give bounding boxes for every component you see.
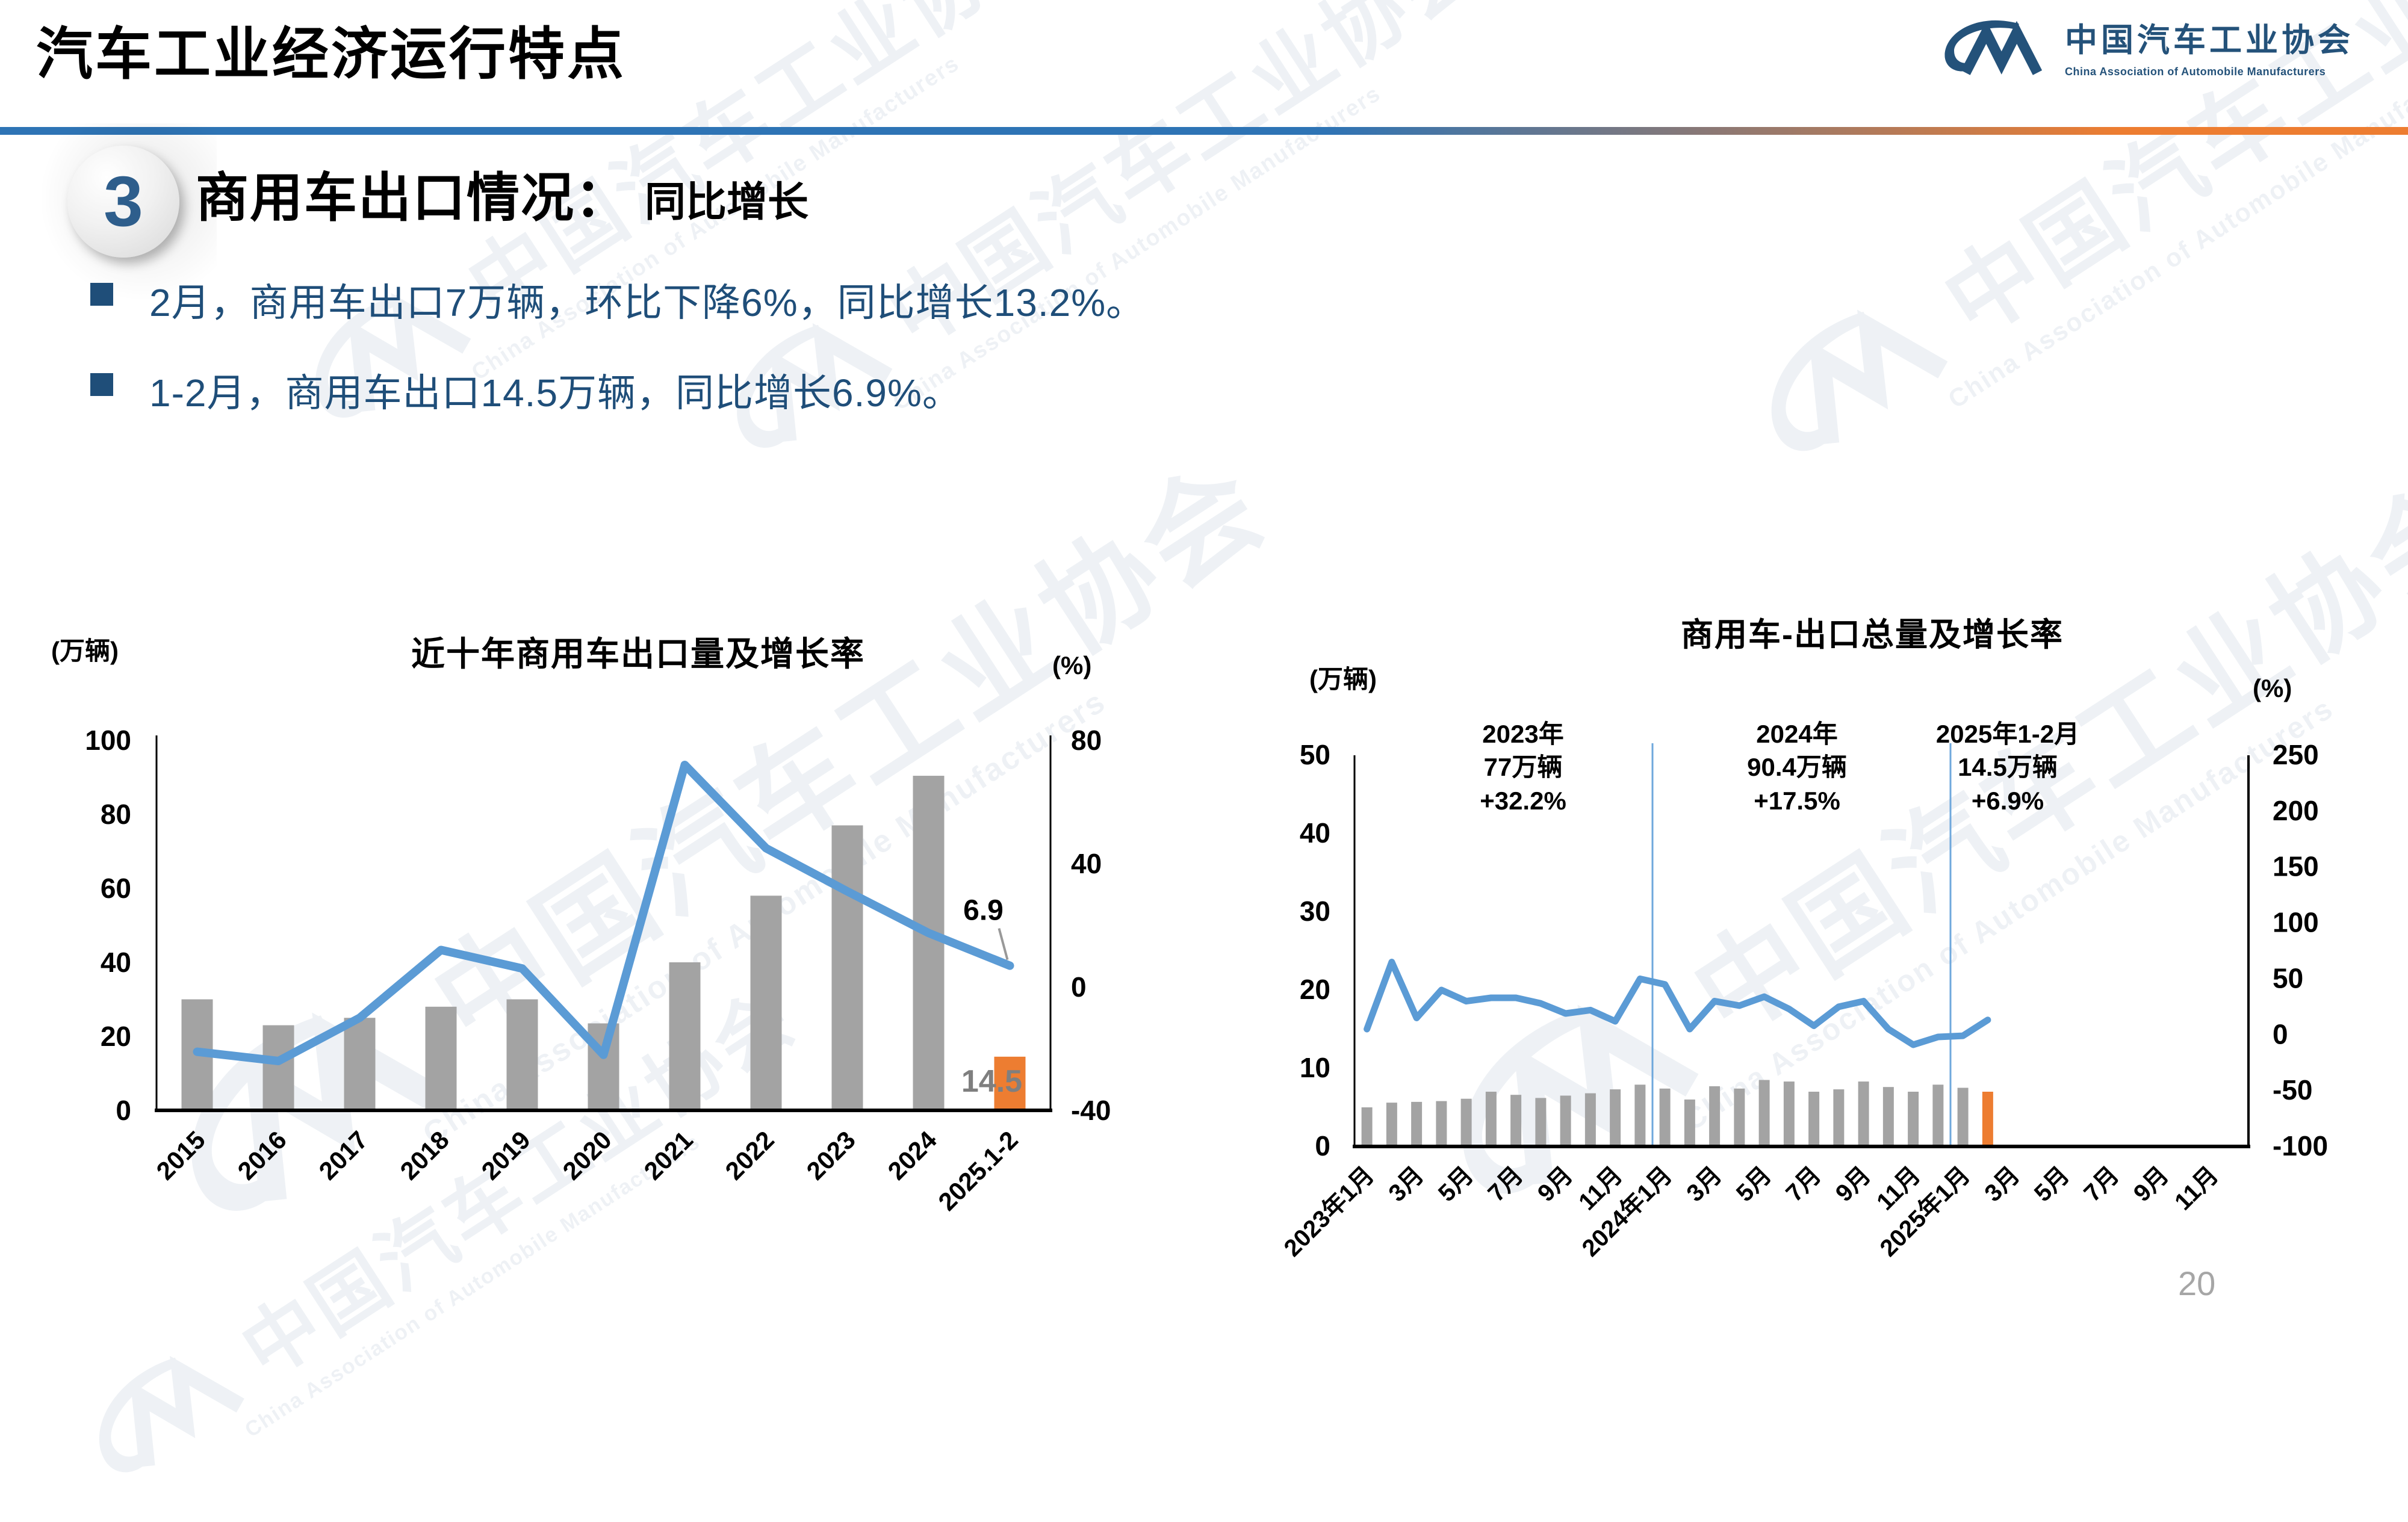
header-divider: [0, 127, 2408, 135]
annotation-2023: 2023年 77万辆 +32.2%: [1480, 720, 1566, 815]
svg-text:2016: 2016: [232, 1125, 292, 1185]
svg-text:2018: 2018: [395, 1125, 455, 1185]
svg-text:40: 40: [1300, 817, 1330, 849]
bullet-square-icon: [90, 283, 113, 306]
svg-text:50: 50: [1300, 739, 1330, 770]
logo-name-en: China Association of Automobile Manufact…: [2065, 66, 2326, 78]
svg-text:7月: 7月: [1483, 1162, 1528, 1207]
svg-text:80: 80: [1071, 725, 1102, 756]
section-heading-sub: 同比增长: [645, 179, 809, 225]
svg-text:2022: 2022: [720, 1125, 780, 1185]
chart2-title: 商用车-出口总量及增长率: [1681, 617, 2064, 653]
caam-logo-icon: [1937, 14, 2052, 78]
section-heading: 商用车出口情况： 同比增长: [196, 155, 808, 232]
svg-text:2021: 2021: [639, 1125, 698, 1185]
svg-text:100: 100: [2273, 907, 2319, 938]
svg-text:50: 50: [2273, 962, 2303, 994]
svg-text:-100: -100: [2273, 1130, 2328, 1162]
svg-text:7月: 7月: [1781, 1162, 1826, 1207]
chart1-title: 近十年商用车出口量及增长率: [411, 635, 865, 673]
svg-text:3月: 3月: [1383, 1162, 1429, 1207]
chart1-left-axis-unit: (万辆): [51, 637, 119, 665]
chart2-right-axis-unit: (%): [2253, 674, 2292, 702]
svg-text:2023: 2023: [801, 1125, 861, 1185]
svg-text:30: 30: [1300, 896, 1330, 927]
section-heading-main: 商用车出口情况：: [196, 168, 630, 227]
bullet-item: 2月，商用车出口7万辆，环比下降6%，同比增长13.2%。: [90, 272, 1145, 327]
svg-text:-50: -50: [2273, 1074, 2312, 1106]
svg-text:250: 250: [2273, 739, 2319, 770]
svg-text:0: 0: [1315, 1130, 1330, 1162]
svg-text:2017: 2017: [314, 1125, 373, 1185]
svg-text:6.9: 6.9: [963, 895, 1004, 927]
watermark: 中国汽车工业协会 China Association of Automobile…: [692, 0, 1516, 501]
section-number-badge: 3: [67, 146, 179, 258]
svg-text:150: 150: [2273, 851, 2319, 882]
svg-text:10: 10: [1300, 1052, 1330, 1083]
svg-text:5月: 5月: [1731, 1162, 1777, 1207]
svg-text:2025.1-2: 2025.1-2: [932, 1125, 1023, 1216]
logo-name-zh: 中国汽车工业协会: [2065, 22, 2354, 58]
svg-text:14.5: 14.5: [961, 1064, 1022, 1099]
chart1-right-axis-unit: (%): [1052, 651, 1092, 679]
svg-text:20: 20: [1300, 974, 1330, 1005]
page-title: 汽车工业经济运行特点: [36, 22, 627, 85]
page-number: 20: [2178, 1264, 2216, 1302]
svg-text:80: 80: [101, 799, 131, 830]
annotation-2025: 2025年1-2月 14.5万辆 +6.9%: [1935, 720, 2080, 815]
svg-text:0: 0: [116, 1095, 131, 1126]
svg-text:20: 20: [101, 1021, 131, 1052]
svg-text:7月: 7月: [2079, 1162, 2124, 1207]
bullet-text: 2月，商用车出口7万辆，环比下降6%，同比增长13.2%。: [149, 281, 1146, 324]
bullet-text: 1-2月，商用车出口14.5万辆，同比增长6.9%。: [149, 371, 961, 415]
chart-export-monthly: 0 10 20 30 40 50 250 200 150 100 50 0 -50 -100 2023年1月…: [1279, 739, 2328, 1262]
svg-text:3月: 3月: [1979, 1162, 2025, 1207]
svg-text:11月: 11月: [2170, 1162, 2223, 1215]
svg-text:2019: 2019: [476, 1125, 536, 1185]
chart2-left-axis-unit: (万辆): [1309, 665, 1377, 693]
caam-logo: 中国汽车工业协会 China Association of Automobile…: [1937, 13, 2354, 78]
bullet-square-icon: [90, 373, 113, 396]
slide: { "page": {"number": "20"}, "header": { …: [0, 0, 2408, 1354]
svg-text:40: 40: [1071, 848, 1102, 879]
chart-export-ten-years: 0 20 40 60 80 100 -40 0 40 80 2015 2016 2017 2018 2019…: [85, 725, 1111, 1216]
section-number: 3: [104, 162, 143, 241]
svg-text:0: 0: [1071, 971, 1087, 1003]
svg-text:0: 0: [2273, 1018, 2288, 1050]
svg-text:5月: 5月: [2029, 1162, 2074, 1207]
annotation-2024: 2024年 90.4万辆 +17.5%: [1747, 720, 1847, 815]
svg-text:9月: 9月: [1831, 1162, 1876, 1207]
svg-text:5月: 5月: [1433, 1162, 1479, 1207]
caam-logo-watermark-icon: [1727, 266, 1968, 477]
svg-text:40: 40: [101, 947, 131, 978]
svg-text:200: 200: [2273, 795, 2319, 826]
svg-text:3月: 3月: [1681, 1162, 1727, 1207]
svg-text:60: 60: [101, 873, 131, 904]
svg-text:9月: 9月: [2129, 1162, 2174, 1207]
svg-text:9月: 9月: [1533, 1162, 1578, 1207]
bullet-item: 1-2月，商用车出口14.5万辆，同比增长6.9%。: [90, 362, 961, 418]
svg-text:2024: 2024: [883, 1125, 943, 1186]
svg-text:100: 100: [85, 725, 131, 756]
svg-text:2020: 2020: [557, 1125, 617, 1185]
svg-text:2023年1月: 2023年1月: [1279, 1162, 1379, 1261]
svg-text:2015: 2015: [151, 1125, 211, 1185]
svg-text:-40: -40: [1071, 1095, 1111, 1126]
